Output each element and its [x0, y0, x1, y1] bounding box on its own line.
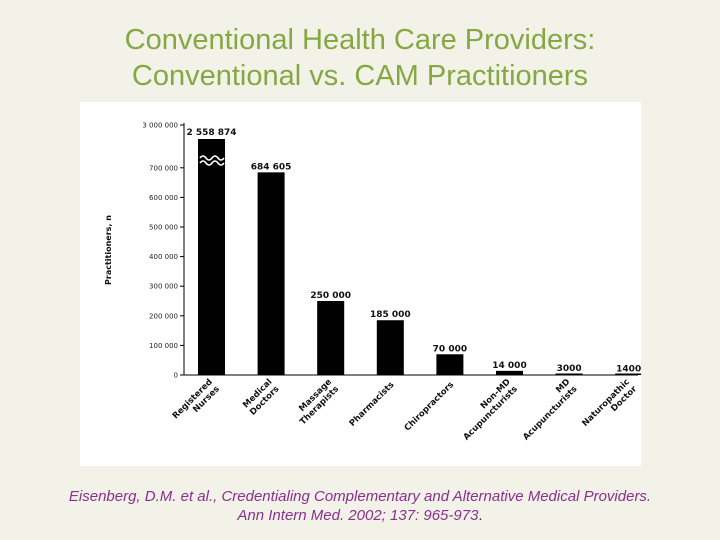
citation-line-2: Ann Intern Med. 2002; 137: 965-973 [237, 507, 479, 524]
axis-break-mark [199, 160, 225, 166]
category-label: MassageTherapists [291, 377, 341, 427]
bar-value-label: 14 000 [492, 361, 526, 371]
y-tick-label: 100 000 [149, 342, 178, 350]
y-tick-label: 3 000 000 [142, 122, 178, 130]
bar-value-label: 684 605 [251, 162, 292, 172]
slide-title: Conventional Health Care Providers: Conv… [0, 22, 720, 94]
bar [555, 373, 583, 375]
y-tick-label: 500 000 [149, 224, 178, 232]
category-label-line: Acupuncturists [521, 384, 579, 442]
bar [436, 354, 464, 375]
category-label-line: Pharmacists [348, 380, 397, 429]
category-label: Chiropractors [403, 380, 456, 433]
bar [376, 320, 404, 375]
citation-period: . [478, 507, 483, 524]
title-line-2: Conventional vs. CAM Practitioners [131, 60, 589, 92]
y-tick-label: 300 000 [149, 283, 178, 291]
category-label: NaturopathicDoctor [580, 377, 639, 436]
bar [317, 301, 345, 375]
y-tick-label: 200 000 [149, 312, 178, 320]
category-label: RegisteredNurses [171, 377, 222, 428]
category-label: Pharmacists [348, 380, 397, 429]
citation-line-1: Eisenberg, D.M. et al., Credentialing Co… [68, 488, 652, 505]
y-tick-label: 700 000 [149, 164, 178, 172]
y-axis-label: Practitioners, n [104, 215, 113, 285]
category-label: MedicalDoctors [241, 377, 281, 417]
citation-line-2-wrap: Ann Intern Med. 2002; 137: 965-973. [0, 506, 720, 525]
y-tick-label: 600 000 [149, 194, 178, 202]
category-label: MDAcupuncturists [514, 377, 579, 442]
category-label-line: Chiropractors [403, 380, 456, 433]
bar-value-label: 70 000 [433, 344, 467, 354]
bar-value-label: 1400 [616, 365, 641, 375]
y-tick-label: 0 [174, 372, 178, 380]
bar-chart: 0 100 000 200 000 300 000 400 000 500 000 600 … [80, 102, 641, 466]
axis-break-mark [199, 155, 225, 161]
bar [615, 373, 641, 375]
bar-value-label: 185 000 [370, 310, 411, 320]
title-line-1: Conventional Health Care Providers: [124, 24, 596, 56]
bar-value-label: 3000 [557, 364, 582, 374]
bar [496, 370, 523, 375]
bar-value-label: 250 000 [310, 291, 351, 301]
citation: Eisenberg, D.M. et al., Credentialing Co… [0, 487, 720, 525]
bar [198, 139, 225, 375]
chart-svg: 0 100 000 200 000 300 000 400 000 500 000 600 … [104, 122, 641, 442]
bar-value-label: 2 558 874 [186, 128, 236, 138]
bar [257, 172, 285, 375]
category-label: Non-MDAcupuncturists [455, 377, 520, 442]
y-tick-label: 400 000 [149, 253, 178, 261]
